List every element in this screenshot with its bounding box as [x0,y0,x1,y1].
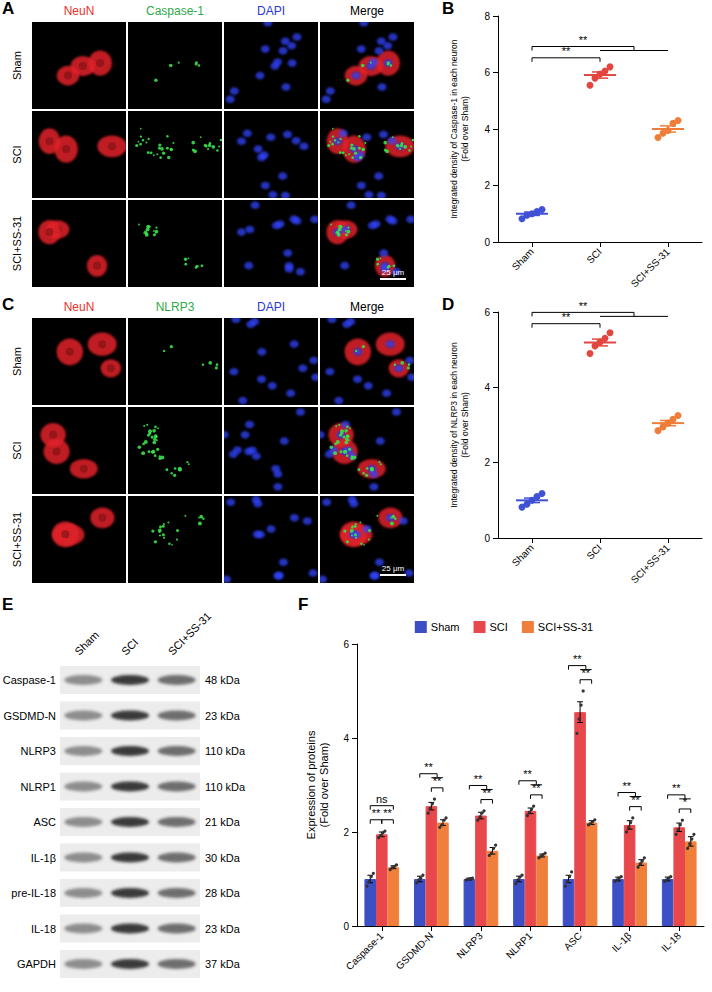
svg-text:NeuN: NeuN [64,300,95,314]
svg-text:0: 0 [343,921,349,932]
svg-text:25 μm: 25 μm [382,268,405,277]
svg-text:4: 4 [484,382,490,393]
svg-text:GSDMD-N: GSDMD-N [3,710,56,722]
svg-text:SCI: SCI [119,636,140,657]
svg-text:**: ** [372,807,381,819]
svg-text:**: ** [383,807,392,819]
svg-text:23 kDa: 23 kDa [205,923,241,935]
svg-text:2: 2 [484,180,490,191]
svg-text:IL-18: IL-18 [659,930,683,954]
svg-text:Caspase-1: Caspase-1 [3,674,56,686]
svg-text:Sham: Sham [11,51,23,80]
svg-text:NLRP1: NLRP1 [21,781,56,793]
svg-text:28 kDa: 28 kDa [205,887,241,899]
svg-text:SCI: SCI [490,621,508,633]
svg-text:110 kDa: 110 kDa [205,745,246,757]
svg-text:SCI+SS-31: SCI+SS-31 [11,512,23,567]
svg-text:SCI: SCI [584,246,604,266]
svg-text:Sham: Sham [11,347,23,376]
svg-text:Merge: Merge [350,4,384,18]
svg-text:4: 4 [343,733,349,744]
svg-text:4: 4 [484,124,490,135]
svg-text:NeuN: NeuN [64,4,95,18]
html-text:A: A [2,0,15,18]
svg-text:2: 2 [343,827,349,838]
svg-text:GAPDH: GAPDH [17,958,56,970]
svg-text:8: 8 [484,11,490,22]
svg-text:2: 2 [484,457,490,468]
svg-text:Integrated density of Caspase-: Integrated density of Caspase-1 in each … [449,39,459,218]
svg-text:IL-1β: IL-1β [31,852,56,864]
svg-text:0: 0 [484,533,490,544]
svg-text:SCI: SCI [11,441,23,459]
svg-text:6: 6 [343,639,349,650]
svg-text:GSDMD-N: GSDMD-N [394,930,436,972]
svg-text:DAPI: DAPI [257,4,285,18]
svg-text:25 μm: 25 μm [382,564,405,573]
svg-text:**: ** [579,34,588,46]
svg-text:SCI+SS-31: SCI+SS-31 [538,621,593,633]
svg-text:6: 6 [484,307,490,318]
html-text:D: D [442,295,455,314]
svg-text:(Fold over Sham): (Fold over Sham) [318,743,330,828]
svg-text:**: ** [579,300,588,312]
svg-text:IL-1β: IL-1β [610,930,634,954]
svg-text:**: ** [622,780,631,792]
svg-text:Sham: Sham [72,629,101,658]
svg-text:**: ** [573,653,582,665]
html-text:F: F [298,595,309,614]
svg-text:pre-IL-18: pre-IL-18 [11,887,56,899]
svg-text:ns: ns [376,793,388,805]
html-text:C: C [2,295,15,314]
svg-text:ASC: ASC [33,816,56,828]
svg-text:(Fold over Sham): (Fold over Sham) [460,392,470,458]
svg-text:Caspase-1: Caspase-1 [146,4,204,18]
svg-text:Merge: Merge [350,300,384,314]
svg-text:ASC: ASC [562,930,584,952]
svg-text:SCI+SS-31: SCI+SS-31 [166,610,214,658]
svg-text:23 kDa: 23 kDa [205,710,241,722]
html-text:E: E [2,595,14,614]
svg-text:(Fold over Sham): (Fold over Sham) [460,96,470,162]
svg-text:NLRP3: NLRP3 [156,300,195,314]
svg-text:NLRP3: NLRP3 [21,745,56,757]
svg-text:**: ** [562,45,571,57]
svg-text:Sham: Sham [510,542,536,568]
svg-text:48 kDa: 48 kDa [205,674,241,686]
svg-text:SCI+SS-31: SCI+SS-31 [629,246,673,290]
svg-text:**: ** [562,311,571,323]
svg-text:Sham: Sham [431,621,460,633]
svg-text:30 kDa: 30 kDa [205,852,241,864]
svg-text:IL-18: IL-18 [31,923,56,935]
svg-text:NLRP3: NLRP3 [454,930,485,961]
svg-text:DAPI: DAPI [257,300,285,314]
html-text:B: B [442,0,455,18]
svg-text:Expression of proteins: Expression of proteins [305,730,317,839]
svg-text:SCI: SCI [11,145,23,163]
svg-text:NLRP1: NLRP1 [504,930,535,961]
svg-text:**: ** [672,782,681,794]
svg-text:SCI: SCI [584,542,604,562]
svg-text:37 kDa: 37 kDa [205,958,241,970]
svg-text:110 kDa: 110 kDa [205,781,246,793]
svg-text:Integrated density of NLRP3 in: Integrated density of NLRP3 in each neur… [449,342,459,508]
svg-text:SCI+SS-31: SCI+SS-31 [11,216,23,271]
svg-text:**: ** [474,773,483,785]
svg-text:21 kDa: 21 kDa [205,816,241,828]
svg-text:0: 0 [484,237,490,248]
svg-text:6: 6 [484,67,490,78]
svg-text:Caspase-1: Caspase-1 [344,930,386,972]
svg-text:**: ** [424,761,433,773]
svg-text:Sham: Sham [510,246,536,272]
svg-text:SCI+SS-31: SCI+SS-31 [629,542,673,586]
svg-text:**: ** [523,768,532,780]
